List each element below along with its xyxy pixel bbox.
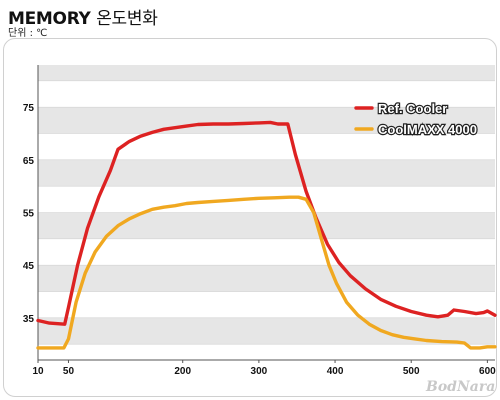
series-lines [36,120,497,350]
x-tick-label: 300 [251,366,268,377]
grid-band [38,107,495,134]
chart-title-main: MEMORY [8,9,91,29]
y-tick-label: 55 [23,209,35,220]
grid-band [38,80,495,108]
y-tick-label: 65 [23,156,35,167]
legend-label: CoolMAXX 4000 [378,122,477,137]
watermark-logo: BodNara [425,379,495,395]
x-tick-label: 200 [174,366,191,377]
chart-title-korean: 온도변화 [96,9,158,29]
grid-band [38,238,495,266]
y-tick-label: 75 [23,103,35,114]
x-tick-label: 10 [32,366,44,377]
y-tick-label: 35 [23,314,35,325]
grid-band [38,65,495,81]
x-axis-ticks: 10 50 200 300 400 500 600 [32,360,496,377]
legend-label: Ref. Cooler [378,101,447,116]
grid-band [38,265,495,292]
series-line-coolmaxx-4000 [36,195,497,350]
x-tick-label: 400 [327,366,344,377]
x-tick-label: 500 [403,366,420,377]
y-axis-ticks: 35 45 55 65 75 [23,103,35,325]
grid-band [38,133,495,160]
chart-title: MEMORY 온도변화 [8,4,158,29]
chart-axes [37,65,495,361]
x-tick-label: 50 [63,366,75,377]
x-tick-label: 600 [479,366,496,377]
legend: Ref. Cooler CoolMAXX 4000 [354,100,478,138]
unit-label: 단위 : ℃ [8,28,48,39]
series-line-ref-cooler [36,120,497,326]
grid-band [38,212,495,239]
y-tick-label: 45 [23,261,35,272]
